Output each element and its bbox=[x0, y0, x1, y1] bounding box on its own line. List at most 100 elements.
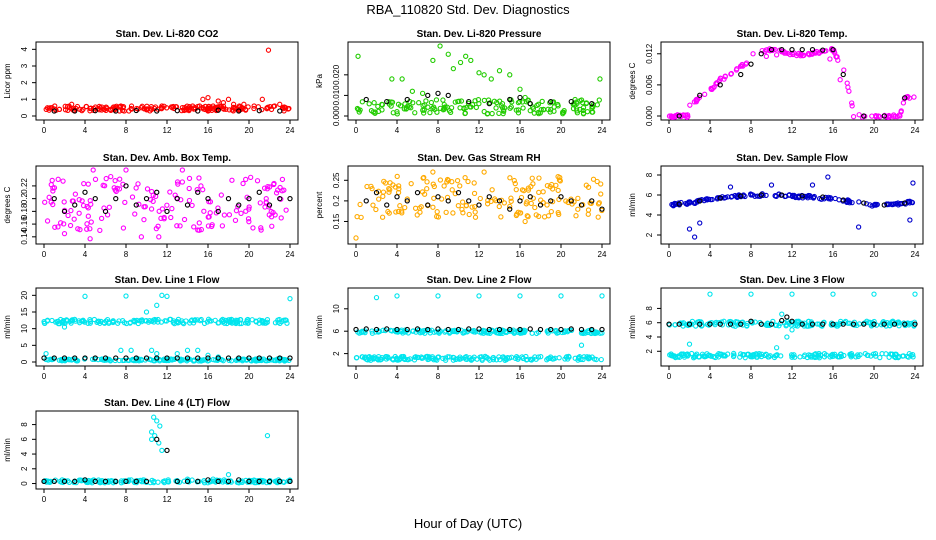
data-point bbox=[529, 330, 535, 336]
data-point bbox=[483, 355, 489, 361]
hourly-mean-point bbox=[184, 478, 191, 484]
data-point bbox=[536, 213, 542, 220]
x-tick-label: 4 bbox=[395, 372, 400, 381]
hourly-mean-point bbox=[779, 192, 785, 198]
data-point bbox=[447, 109, 454, 116]
data-point bbox=[138, 105, 145, 111]
data-point bbox=[238, 320, 245, 327]
data-point bbox=[42, 199, 48, 205]
x-tick-label: 4 bbox=[83, 250, 88, 259]
data-point bbox=[403, 106, 409, 112]
hourly-mean-point bbox=[225, 355, 232, 361]
hourly-mean-point bbox=[589, 326, 595, 333]
data-point bbox=[499, 105, 506, 111]
data-point bbox=[768, 182, 775, 188]
data-point bbox=[44, 218, 51, 224]
hourly-mean-point bbox=[707, 321, 713, 327]
x-tick-label: 12 bbox=[163, 126, 172, 135]
data-point bbox=[198, 105, 204, 111]
data-point bbox=[496, 203, 502, 210]
data-point bbox=[829, 322, 835, 328]
x-tick-label: 4 bbox=[395, 250, 400, 259]
data-point bbox=[137, 318, 143, 324]
hourly-mean-point bbox=[784, 314, 790, 320]
hourly-mean-point bbox=[676, 113, 682, 119]
panel-title: Stan. Dev. Gas Stream RH bbox=[417, 153, 540, 164]
data-point bbox=[427, 109, 433, 116]
data-point bbox=[401, 106, 407, 112]
data-point bbox=[271, 103, 278, 109]
data-point bbox=[459, 206, 465, 213]
data-point bbox=[46, 107, 52, 113]
data-point bbox=[258, 227, 264, 233]
hourly-mean-point bbox=[236, 108, 242, 114]
data-point bbox=[557, 178, 563, 184]
data-point bbox=[372, 109, 378, 115]
data-point bbox=[144, 186, 151, 192]
data-point bbox=[123, 167, 129, 173]
data-point bbox=[69, 317, 76, 323]
data-point bbox=[259, 106, 265, 113]
y-tick-label: 0 bbox=[20, 113, 29, 118]
data-point bbox=[101, 183, 108, 189]
hourly-mean-point bbox=[697, 92, 703, 98]
data-point bbox=[143, 106, 149, 112]
data-point bbox=[184, 347, 191, 353]
data-point bbox=[434, 209, 440, 215]
data-point bbox=[511, 177, 517, 184]
data-point bbox=[784, 334, 790, 340]
data-point bbox=[751, 352, 757, 358]
x-tick-label: 12 bbox=[788, 250, 797, 259]
data-point bbox=[92, 176, 99, 182]
data-point bbox=[151, 319, 157, 325]
x-tick-label: 16 bbox=[829, 126, 838, 135]
data-point bbox=[268, 214, 275, 220]
data-point bbox=[377, 357, 383, 363]
data-point bbox=[258, 225, 264, 231]
y-tick-label: 0.25 bbox=[332, 172, 341, 188]
data-point bbox=[507, 72, 513, 78]
data-point bbox=[104, 316, 111, 323]
data-point bbox=[856, 199, 862, 205]
y-tick-label: 15 bbox=[20, 307, 29, 316]
hourly-mean-point bbox=[363, 96, 369, 103]
hourly-mean-point bbox=[113, 195, 119, 202]
y-tick-label: 0.2 bbox=[332, 195, 341, 207]
data-point bbox=[457, 183, 463, 189]
data-point bbox=[198, 183, 204, 189]
data-point bbox=[846, 88, 852, 94]
hourly-mean-point bbox=[738, 321, 744, 327]
data-point bbox=[357, 201, 363, 208]
data-point bbox=[389, 76, 395, 82]
data-point bbox=[706, 322, 712, 328]
data-point bbox=[76, 197, 82, 203]
y-tick-label: 0 bbox=[20, 359, 29, 364]
data-point bbox=[677, 320, 684, 326]
data-point bbox=[500, 110, 506, 117]
hourly-mean-point bbox=[902, 200, 908, 206]
x-tick-label: 24 bbox=[598, 250, 607, 259]
hourly-mean-point bbox=[445, 92, 451, 99]
data-point bbox=[221, 212, 228, 218]
data-point bbox=[472, 209, 478, 215]
x-tick-label: 16 bbox=[516, 372, 525, 381]
data-point bbox=[450, 65, 457, 72]
data-point bbox=[265, 47, 272, 53]
hourly-mean-point bbox=[861, 113, 867, 119]
data-point bbox=[60, 178, 66, 184]
data-point bbox=[728, 71, 734, 77]
data-point bbox=[173, 319, 180, 325]
data-point bbox=[57, 320, 63, 327]
data-point bbox=[733, 67, 740, 73]
data-point bbox=[68, 207, 74, 214]
data-point bbox=[184, 476, 191, 482]
hourly-mean-point bbox=[578, 202, 585, 208]
data-point bbox=[154, 418, 160, 424]
data-point bbox=[798, 51, 805, 57]
panel-title: Stan. Dev. Line 2 Flow bbox=[427, 275, 532, 286]
data-point bbox=[69, 101, 75, 107]
hourly-mean-point bbox=[41, 478, 47, 484]
data-point bbox=[424, 186, 430, 192]
hourly-mean-point bbox=[414, 189, 421, 196]
data-point bbox=[394, 109, 400, 115]
